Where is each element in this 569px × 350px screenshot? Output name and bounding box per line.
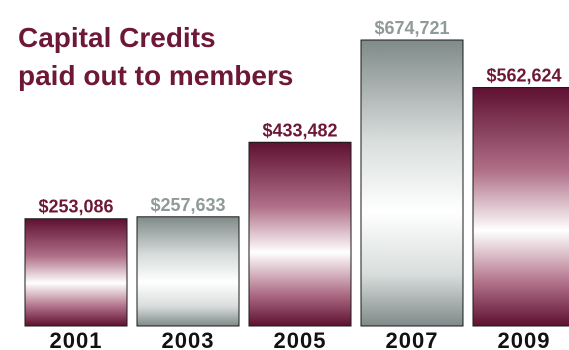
category-label-2007: 2007 <box>386 328 439 350</box>
chart-title-line-1: Capital Credits <box>18 22 216 53</box>
value-label-2003: $257,633 <box>150 195 225 215</box>
bar-2005 <box>248 141 352 327</box>
chart-title: Capital Credits paid out to members <box>18 22 293 91</box>
value-label-2009: $562,624 <box>486 66 561 86</box>
bar-2003 <box>136 216 240 327</box>
category-label-2001: 2001 <box>50 328 103 350</box>
bar-2009 <box>472 87 569 327</box>
category-label-2005: 2005 <box>274 328 327 350</box>
category-label-2009: 2009 <box>498 328 551 350</box>
value-label-2005: $433,482 <box>262 120 337 140</box>
chart-title-line-2: paid out to members <box>18 60 293 91</box>
bar-2007 <box>360 39 464 327</box>
bar-2001 <box>24 218 128 327</box>
value-label-2007: $674,721 <box>374 18 449 38</box>
category-label-2003: 2003 <box>162 328 215 350</box>
value-labels-group: $253,086 $257,633 $433,482 $674,721 $562,624 <box>38 18 561 217</box>
bars-group <box>24 39 569 327</box>
category-labels-group: 2001 2003 2005 2007 2009 <box>50 328 551 350</box>
value-label-2001: $253,086 <box>38 197 113 217</box>
